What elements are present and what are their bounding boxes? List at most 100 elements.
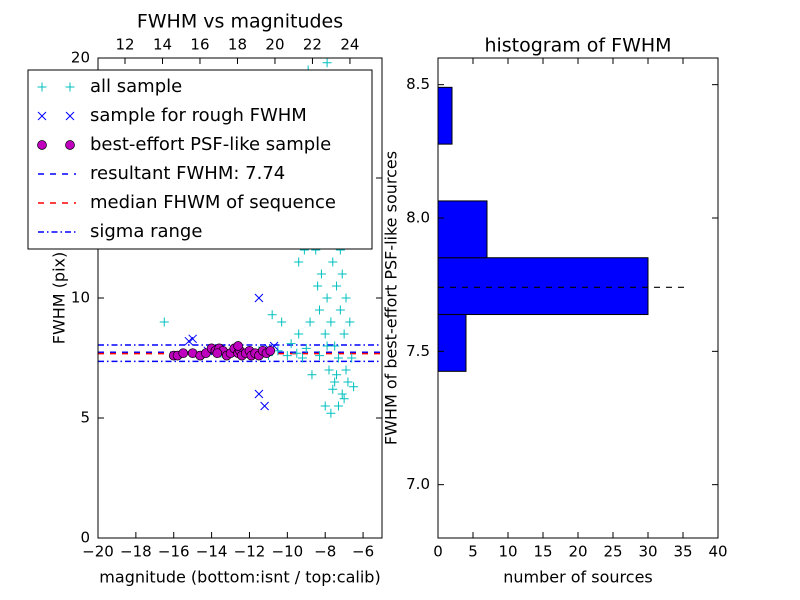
chart-title: FWHM vs magnitudes [137, 11, 343, 33]
x-tick-label: 5 [468, 543, 478, 561]
point [337, 269, 347, 279]
point [330, 341, 340, 351]
point [282, 351, 292, 361]
y-tick-label: 7.5 [406, 342, 430, 360]
point [349, 382, 359, 392]
y-tick-label: 8.5 [406, 75, 430, 93]
x-tick-label: 30 [638, 543, 657, 561]
point [260, 401, 269, 411]
point [322, 58, 332, 68]
point [320, 329, 330, 339]
point [320, 401, 330, 411]
x-tick-label: −14 [196, 543, 228, 561]
axes: −20 −18 −16 −14 −12 −10 −8 −6 12 14 16 18 20 22 24 0 5 10… [50, 11, 383, 587]
x-tick-label: 25 [603, 543, 622, 561]
point [347, 353, 357, 363]
chart-title: histogram of FWHM [484, 35, 671, 57]
point [254, 389, 264, 399]
y-tick-label: 0 [80, 529, 90, 547]
x2-tick-label: 12 [115, 36, 134, 54]
legend-marker [65, 82, 75, 92]
legend-marker [37, 140, 47, 150]
point [305, 317, 315, 327]
legend-label: best-effort PSF-like sample [90, 134, 331, 155]
legend-marker [37, 111, 47, 121]
point [315, 305, 325, 315]
point [326, 408, 336, 418]
x-tick-label: 20 [568, 543, 587, 561]
point [328, 384, 338, 394]
x2-tick-label: 20 [265, 36, 284, 54]
legend-label: resultant FWHM: 7.74 [90, 163, 285, 184]
y-tick-label: 7.0 [406, 475, 430, 493]
point [297, 353, 307, 363]
bar [438, 200, 488, 259]
point [341, 293, 351, 303]
point [339, 394, 349, 404]
legend-label: sigma range [90, 221, 202, 242]
point [254, 293, 264, 303]
point [292, 348, 302, 358]
point [294, 329, 304, 339]
legend-label: all sample [90, 76, 182, 97]
point [301, 343, 311, 353]
x-tick-label: 0 [433, 543, 443, 561]
point [332, 281, 342, 291]
legend: all sample sample for rough FWHM best-effo… [27, 69, 373, 250]
y-tick-label: 10 [71, 289, 90, 307]
point [184, 336, 194, 346]
point [212, 348, 223, 359]
x2-tick-label: 18 [228, 36, 247, 54]
bar [438, 86, 453, 145]
x-tick-label: 40 [708, 543, 727, 561]
point [335, 305, 345, 315]
legend-marker [37, 82, 47, 92]
x-tick-label: −18 [120, 543, 152, 561]
y-axis-label: FWHM of best-effort PSF-like sources [382, 151, 401, 445]
point [345, 317, 355, 327]
point [330, 377, 340, 387]
x-tick-label: 10 [498, 543, 517, 561]
point [313, 281, 323, 291]
x-tick-label: −12 [234, 543, 266, 561]
point [307, 370, 317, 380]
x-tick-label: 15 [533, 543, 552, 561]
point [178, 348, 189, 359]
point [341, 365, 351, 375]
y-tick-label: 20 [71, 49, 90, 67]
point [333, 401, 343, 411]
point [333, 353, 343, 363]
point [233, 341, 243, 351]
point [337, 389, 347, 399]
x2-tick-label: 14 [153, 36, 172, 54]
point [324, 365, 334, 375]
legend-marker [65, 111, 75, 121]
legend-label: sample for rough FWHM [90, 105, 307, 126]
point [328, 257, 338, 267]
point [188, 334, 198, 344]
legend-label: median FHWM of sequence [90, 192, 336, 213]
x-tick-label: −10 [272, 543, 304, 561]
plot-area [438, 86, 690, 372]
x-tick-label: −16 [158, 543, 190, 561]
point [339, 329, 349, 339]
y-tick-label: 8.0 [406, 209, 430, 227]
x-tick-label: −20 [82, 543, 114, 561]
point [267, 310, 277, 320]
x2-tick-label: 24 [340, 36, 359, 54]
x-axis-label: number of sources [503, 568, 653, 587]
x2-tick-label: 22 [303, 36, 322, 54]
point [316, 269, 326, 279]
point [286, 339, 296, 349]
bar [438, 314, 467, 372]
point [326, 317, 336, 327]
x-tick-label: −6 [352, 543, 374, 561]
point [277, 317, 287, 327]
legend-box [27, 69, 373, 250]
x2-tick-label: 16 [190, 36, 209, 54]
point [159, 317, 169, 327]
point [315, 351, 325, 361]
point [265, 345, 276, 356]
x-tick-label: −8 [314, 543, 336, 561]
